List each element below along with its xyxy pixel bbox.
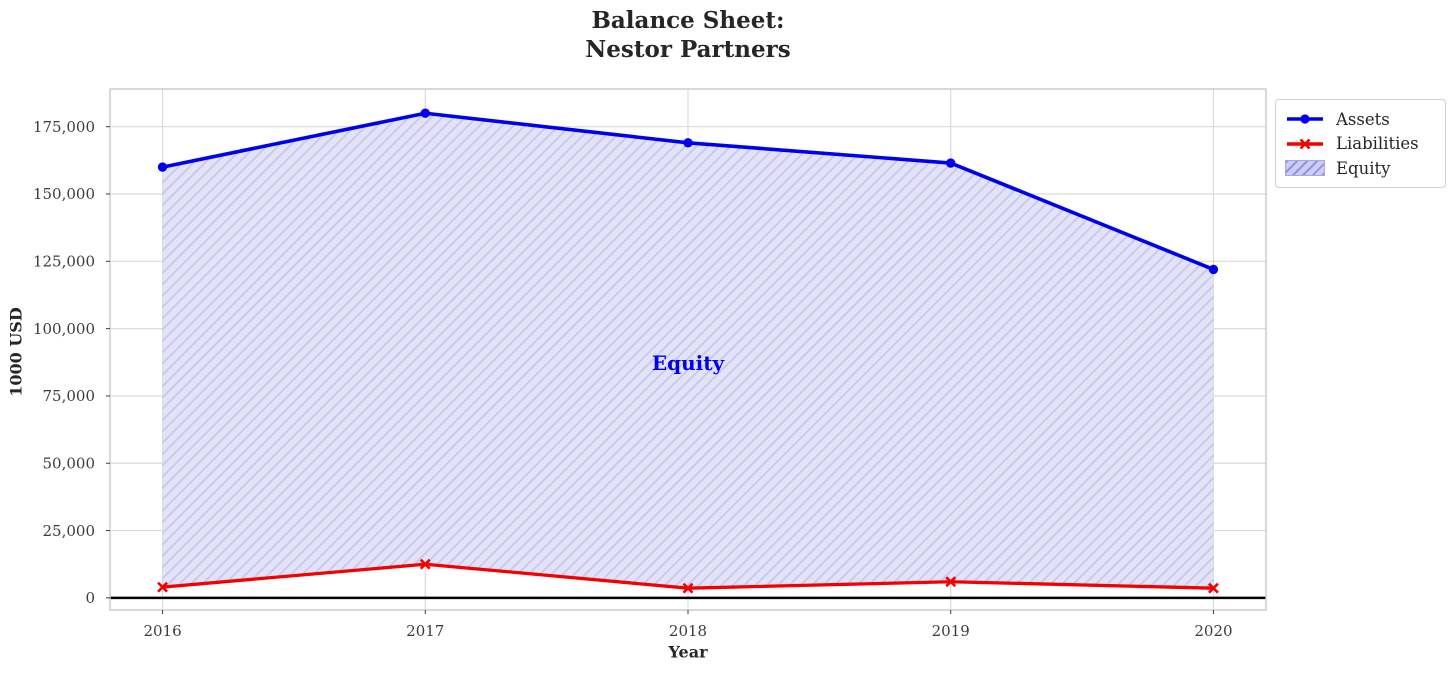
- legend-item-assets: Assets: [1285, 110, 1436, 129]
- liabilities-x-marker: [157, 581, 168, 593]
- assets-line-icon: [1285, 111, 1325, 127]
- y-axis-label: 1000 USD: [6, 307, 26, 397]
- legend-item-equity: Equity: [1285, 159, 1436, 178]
- y-tick-label: 125,000: [33, 253, 95, 271]
- y-tick-label: 100,000: [33, 320, 95, 338]
- x-tick-label: 2020: [1194, 622, 1232, 640]
- liabilities-x-marker: [682, 582, 694, 594]
- x-tick-label: 2017: [406, 622, 444, 640]
- liabilities-x-marker: [945, 576, 957, 588]
- chart-title-line1: Balance Sheet:: [591, 7, 785, 34]
- y-tick-label: 0: [85, 589, 95, 607]
- assets-point-marker: [420, 108, 430, 118]
- assets-point-marker: [946, 158, 956, 168]
- legend-label-liabilities: Liabilities: [1336, 134, 1419, 153]
- equity-fill-hatch: [162, 113, 1214, 589]
- legend-label-assets: Assets: [1336, 109, 1390, 129]
- x-axis-label: Year: [668, 642, 708, 662]
- assets-point-marker: [1208, 264, 1219, 275]
- liabilities-x-marker: [1208, 582, 1219, 594]
- liabilities-line-icon: [1285, 136, 1325, 152]
- legend-label-equity: Equity: [1336, 158, 1391, 178]
- chart-title-line2: Nestor Partners: [585, 36, 791, 63]
- assets-point-marker: [683, 138, 693, 148]
- assets-point-marker: [157, 162, 168, 172]
- equity-hatch-swatch-icon: [1285, 160, 1325, 176]
- liabilities-x-marker: [419, 558, 431, 570]
- equity-annotation: Equity: [651, 351, 725, 375]
- legend-item-liabilities: Liabilities: [1285, 134, 1436, 153]
- x-tick-label: 2016: [143, 622, 181, 640]
- y-tick-label: 150,000: [33, 185, 95, 203]
- legend: Assets Liabilities Equity: [1275, 99, 1446, 188]
- y-tick-label: 25,000: [43, 522, 96, 540]
- y-tick-label: 75,000: [43, 387, 96, 405]
- chart-title: Balance Sheet: Nestor Partners: [585, 6, 790, 64]
- y-tick-label: 175,000: [33, 118, 95, 136]
- x-tick-label: 2018: [669, 622, 707, 640]
- x-tick-label: 2019: [932, 622, 970, 640]
- y-tick-label: 50,000: [43, 454, 96, 472]
